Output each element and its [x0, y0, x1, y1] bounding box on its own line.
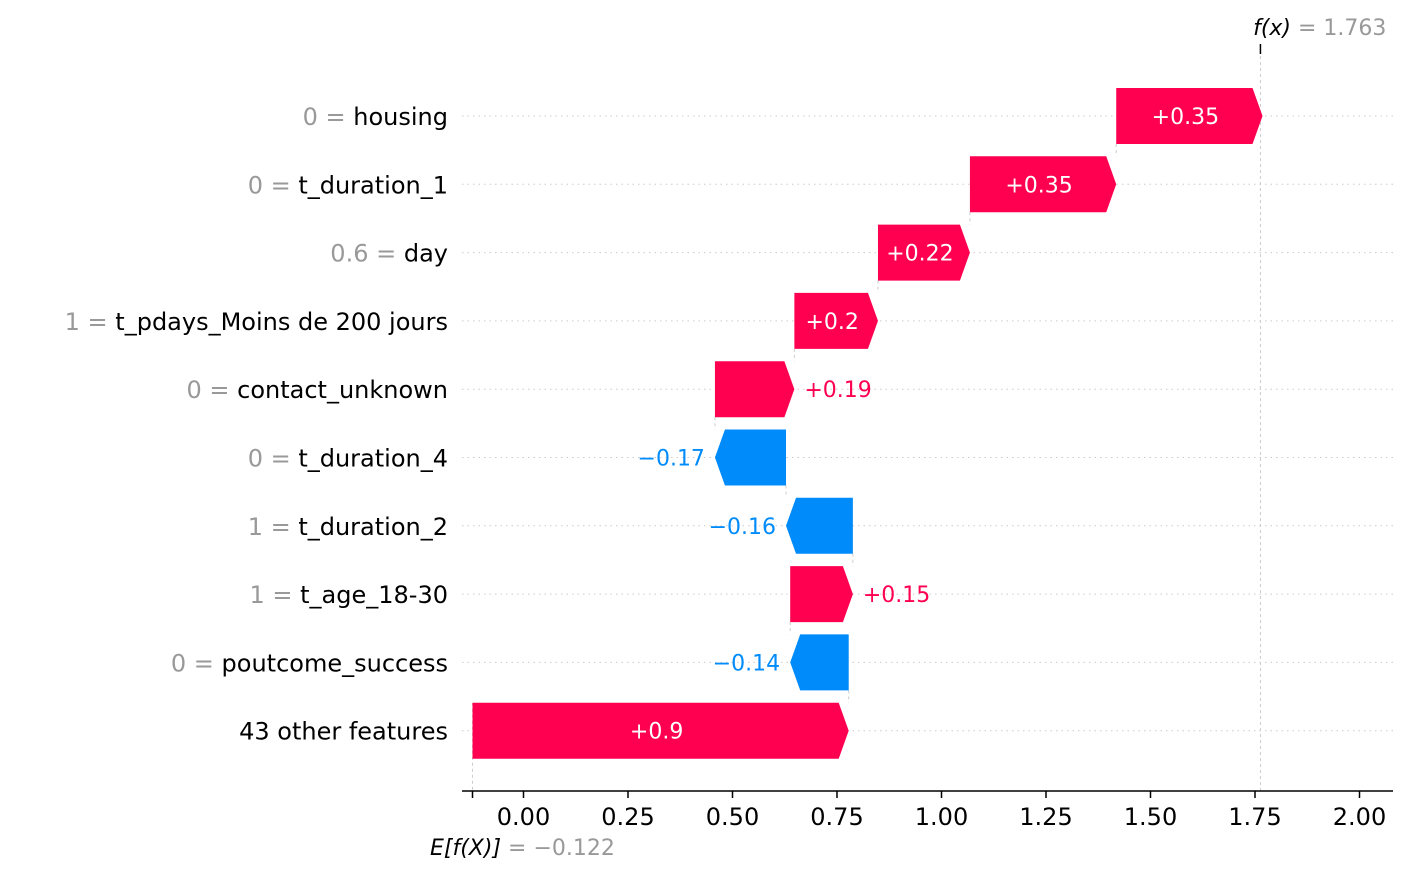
- feature-labels: 0 = housing +0.35 0 = t_duration_1 +0.35 0.6…: [65, 103, 1219, 746]
- feature-name: housing: [353, 103, 448, 131]
- bar-value-label: +0.35: [1005, 173, 1072, 198]
- x-tick-label: 1.00: [915, 803, 968, 831]
- positive-bar: [1116, 88, 1263, 144]
- base-value-label: E[f(X)] = −0.122: [430, 836, 615, 861]
- feature-name: 43 other features: [239, 718, 448, 746]
- feature-name: t_duration_1: [298, 171, 448, 199]
- output-value-label: f(x) = 1.763: [1253, 16, 1386, 41]
- bar-value-label: +0.2: [805, 310, 858, 335]
- bar-value-label: +0.9: [630, 720, 683, 745]
- x-tick-label: 1.75: [1228, 803, 1281, 831]
- feature-label: 0 = poutcome_success: [171, 649, 448, 677]
- x-axis: 0.00 0.25 0.50 0.75 1.00 1.25 1.50 1.75 2.00: [462, 790, 1393, 831]
- feature-label: 1 = t_age_18-30: [250, 581, 449, 609]
- feature-name: contact_unknown: [237, 376, 448, 404]
- feature-name: t_pdays_Moins de 200 jours: [115, 308, 448, 336]
- feature-name: t_duration_4: [298, 445, 448, 473]
- feature-value: 0 =: [248, 445, 299, 473]
- feature-label: 0.6 = day: [330, 240, 448, 268]
- feature-label: 43 other features: [239, 718, 448, 746]
- positive-bar: [794, 292, 878, 349]
- feature-label: 0 = t_duration_1: [248, 171, 448, 199]
- feature-value: 1 =: [250, 581, 301, 609]
- output-label-value: = 1.763: [1291, 16, 1386, 41]
- x-tick-label: 0.25: [601, 803, 654, 831]
- positive-bar: [472, 702, 849, 759]
- bars: [472, 88, 1263, 759]
- bar-value-label: −0.14: [713, 651, 780, 676]
- base-label-value: = −0.122: [501, 836, 615, 861]
- feature-label: 0 = contact_unknown: [186, 376, 448, 404]
- bar-value-label: −0.17: [638, 447, 705, 472]
- x-tick-label: 2.00: [1333, 803, 1386, 831]
- feature-value: 0 =: [303, 103, 354, 131]
- x-tick-label: 0.75: [810, 803, 863, 831]
- feature-value: 1 =: [248, 513, 299, 541]
- feature-value: 0 =: [186, 376, 237, 404]
- base-label-prefix: E[f(X)]: [430, 836, 501, 861]
- positive-bar: [790, 566, 853, 623]
- x-tick-label: 1.50: [1124, 803, 1177, 831]
- gridlines: [462, 115, 1393, 732]
- negative-bar: [786, 497, 853, 554]
- bar-value-label: −0.16: [709, 515, 776, 540]
- bar-value-label: +0.35: [1152, 105, 1219, 130]
- feature-value: 1 =: [65, 308, 116, 336]
- bar-value-label: +0.22: [886, 242, 953, 267]
- feature-name: day: [404, 240, 448, 268]
- bar-value-label: +0.15: [863, 583, 930, 608]
- feature-label: 0 = housing: [303, 103, 448, 131]
- feature-name: t_age_18-30: [300, 581, 448, 609]
- feature-label: 1 = t_duration_2: [248, 513, 448, 541]
- x-tick-label: 0.50: [706, 803, 759, 831]
- positive-bar: [877, 224, 970, 281]
- connector-lines: [472, 50, 1261, 791]
- bar-value-label: +0.19: [804, 378, 871, 403]
- x-tick-label: 1.25: [1019, 803, 1072, 831]
- annotations: f(x) = 1.763 E[f(X)] = −0.122: [430, 16, 1386, 861]
- feature-label: 1 = t_pdays_Moins de 200 jours: [65, 308, 448, 336]
- feature-label: 0 = t_duration_4: [248, 445, 448, 473]
- feature-value: 0 =: [248, 171, 299, 199]
- feature-value: 0.6 =: [330, 240, 404, 268]
- negative-bar: [790, 634, 849, 691]
- feature-name: t_duration_2: [298, 513, 448, 541]
- x-tick-label: 0.00: [497, 803, 550, 831]
- output-label-prefix: f(x): [1253, 16, 1291, 41]
- positive-bar: [714, 361, 795, 418]
- feature-name: poutcome_success: [222, 649, 448, 677]
- negative-bar: [714, 429, 787, 486]
- positive-bar: [969, 156, 1117, 213]
- feature-value: 0 =: [171, 649, 222, 677]
